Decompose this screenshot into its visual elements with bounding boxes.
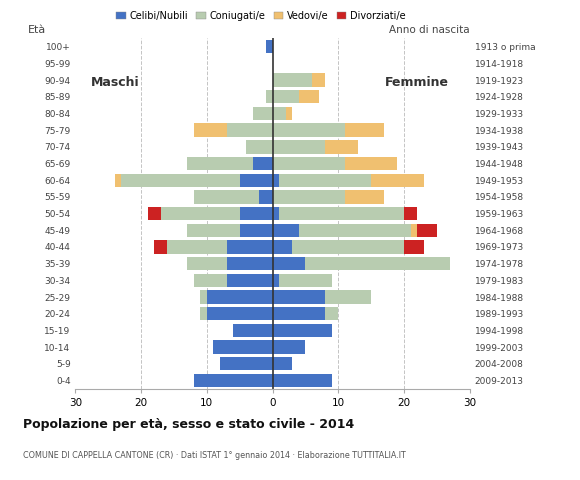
Bar bbox=[279, 274, 332, 287]
Bar bbox=[299, 90, 318, 104]
Text: Femmine: Femmine bbox=[385, 76, 450, 89]
Bar bbox=[273, 257, 306, 270]
Bar bbox=[240, 224, 273, 237]
Bar bbox=[213, 340, 273, 354]
Bar bbox=[187, 257, 227, 270]
Bar bbox=[325, 290, 371, 304]
Bar bbox=[273, 107, 286, 120]
Bar bbox=[273, 307, 325, 320]
Bar bbox=[273, 140, 325, 154]
Bar bbox=[273, 190, 345, 204]
Bar bbox=[345, 157, 397, 170]
Bar bbox=[259, 190, 273, 204]
Bar bbox=[325, 307, 338, 320]
Bar bbox=[273, 324, 332, 337]
Bar bbox=[207, 290, 273, 304]
Bar bbox=[227, 240, 273, 253]
Bar bbox=[207, 307, 273, 320]
Text: Anno di nascita: Anno di nascita bbox=[389, 25, 470, 35]
Bar bbox=[273, 123, 345, 137]
Bar bbox=[273, 357, 292, 371]
Bar bbox=[266, 40, 273, 53]
Bar bbox=[292, 240, 404, 253]
Bar bbox=[273, 174, 279, 187]
Bar bbox=[273, 274, 279, 287]
Bar bbox=[200, 307, 207, 320]
Bar bbox=[194, 374, 273, 387]
Bar bbox=[273, 224, 299, 237]
Bar bbox=[168, 240, 227, 253]
Bar bbox=[220, 357, 273, 371]
Text: COMUNE DI CAPPELLA CANTONE (CR) · Dati ISTAT 1° gennaio 2014 · Elaborazione TUTT: COMUNE DI CAPPELLA CANTONE (CR) · Dati I… bbox=[23, 451, 406, 460]
Bar bbox=[345, 123, 385, 137]
Bar bbox=[240, 174, 273, 187]
Bar bbox=[306, 257, 450, 270]
Bar bbox=[417, 224, 437, 237]
Bar bbox=[187, 157, 253, 170]
Bar bbox=[194, 123, 227, 137]
Bar bbox=[266, 90, 273, 104]
Bar bbox=[227, 257, 273, 270]
Bar bbox=[273, 290, 325, 304]
Bar bbox=[279, 207, 404, 220]
Bar bbox=[233, 324, 273, 337]
Bar bbox=[227, 274, 273, 287]
Bar bbox=[279, 174, 371, 187]
Bar bbox=[194, 190, 259, 204]
Text: Età: Età bbox=[28, 25, 46, 35]
Bar bbox=[273, 340, 306, 354]
Bar bbox=[194, 274, 227, 287]
Bar bbox=[148, 207, 161, 220]
Bar bbox=[371, 174, 424, 187]
Bar bbox=[273, 374, 332, 387]
Bar bbox=[227, 123, 273, 137]
Bar bbox=[273, 90, 299, 104]
Bar bbox=[273, 240, 292, 253]
Legend: Celibi/Nubili, Coniugati/e, Vedovi/e, Divorziati/e: Celibi/Nubili, Coniugati/e, Vedovi/e, Di… bbox=[113, 7, 409, 25]
Bar bbox=[246, 140, 273, 154]
Bar bbox=[404, 207, 417, 220]
Bar bbox=[200, 290, 207, 304]
Bar bbox=[121, 174, 240, 187]
Bar bbox=[273, 207, 279, 220]
Bar bbox=[240, 207, 273, 220]
Bar bbox=[273, 157, 345, 170]
Bar bbox=[273, 73, 312, 87]
Bar bbox=[253, 157, 273, 170]
Text: Popolazione per età, sesso e stato civile - 2014: Popolazione per età, sesso e stato civil… bbox=[23, 418, 354, 431]
Bar bbox=[286, 107, 292, 120]
Bar bbox=[161, 207, 240, 220]
Text: Maschi: Maschi bbox=[90, 76, 139, 89]
Bar bbox=[345, 190, 385, 204]
Bar bbox=[115, 174, 121, 187]
Bar bbox=[187, 224, 240, 237]
Bar bbox=[154, 240, 168, 253]
Bar bbox=[325, 140, 358, 154]
Bar bbox=[411, 224, 417, 237]
Bar bbox=[312, 73, 325, 87]
Bar bbox=[299, 224, 411, 237]
Bar bbox=[404, 240, 424, 253]
Bar bbox=[253, 107, 273, 120]
